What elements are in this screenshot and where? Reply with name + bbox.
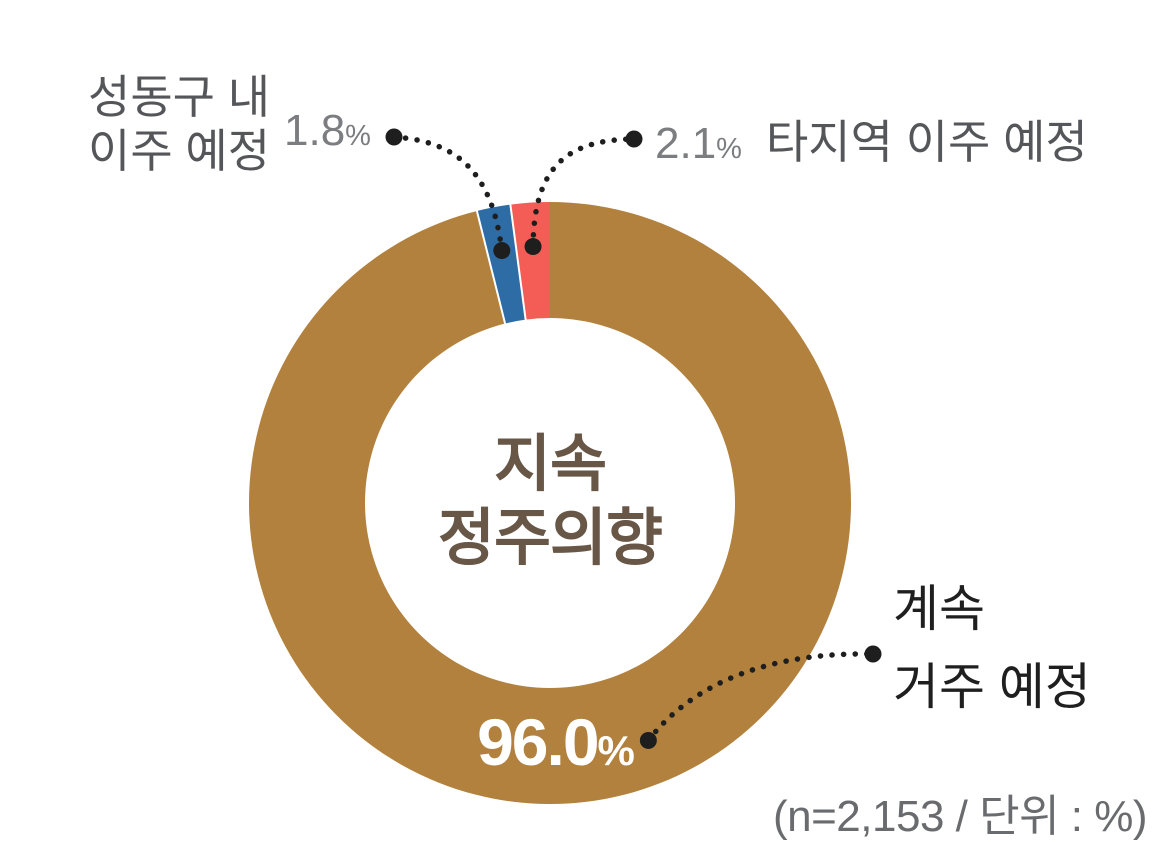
leader-line-within-seongdong-dot [385, 128, 403, 146]
percent-sign: % [345, 120, 371, 152]
title-line: 정주의향 [437, 504, 663, 573]
leader-line-other-region-dot [625, 130, 643, 148]
value-number: 2.1% [655, 119, 742, 168]
title-line: 지속 [493, 430, 607, 499]
leader-line-other-region [530, 136, 637, 250]
label-line: 성동구 내 [88, 71, 271, 123]
leader-line-within-seongdong-dot [493, 242, 511, 260]
leader-line-continue-residence-dot [639, 731, 657, 749]
leader-line-within-seongdong [391, 134, 505, 254]
donut-segment-0 [249, 202, 852, 804]
segment-separator-0 [475, 209, 507, 325]
segment-separator-1 [509, 203, 527, 321]
value-number: 96.0 [477, 705, 599, 779]
callout-other-region: 2.1% 타지역 이주 예정 [655, 106, 1088, 172]
value-within-seongdong: 1.8% [284, 106, 371, 156]
donut-center-title: 지속 정주의향 [350, 428, 750, 576]
percent-sign: % [716, 133, 742, 165]
label-line: 계속 [893, 581, 985, 637]
footnote: (n=2,153 / 단위 : %) [772, 792, 1148, 841]
leader-line-continue-residence [645, 651, 876, 744]
donut-segment-2 [510, 202, 550, 320]
label-line: 거주 예정 [893, 659, 1091, 715]
label-continue-residence: 계속 거주 예정 [893, 570, 1091, 726]
leader-line-other-region-dot [524, 238, 542, 256]
label-line: 이주 예정 [88, 125, 271, 177]
value-number: 1.8 [284, 106, 346, 155]
label-other-region: 타지역 이주 예정 [765, 116, 1088, 168]
label-within-seongdong: 성동구 내 이주 예정 [88, 70, 270, 178]
leader-line-continue-residence-dot [864, 645, 882, 663]
percent-sign: % [597, 727, 635, 774]
main-value: 96.0% [380, 704, 732, 780]
